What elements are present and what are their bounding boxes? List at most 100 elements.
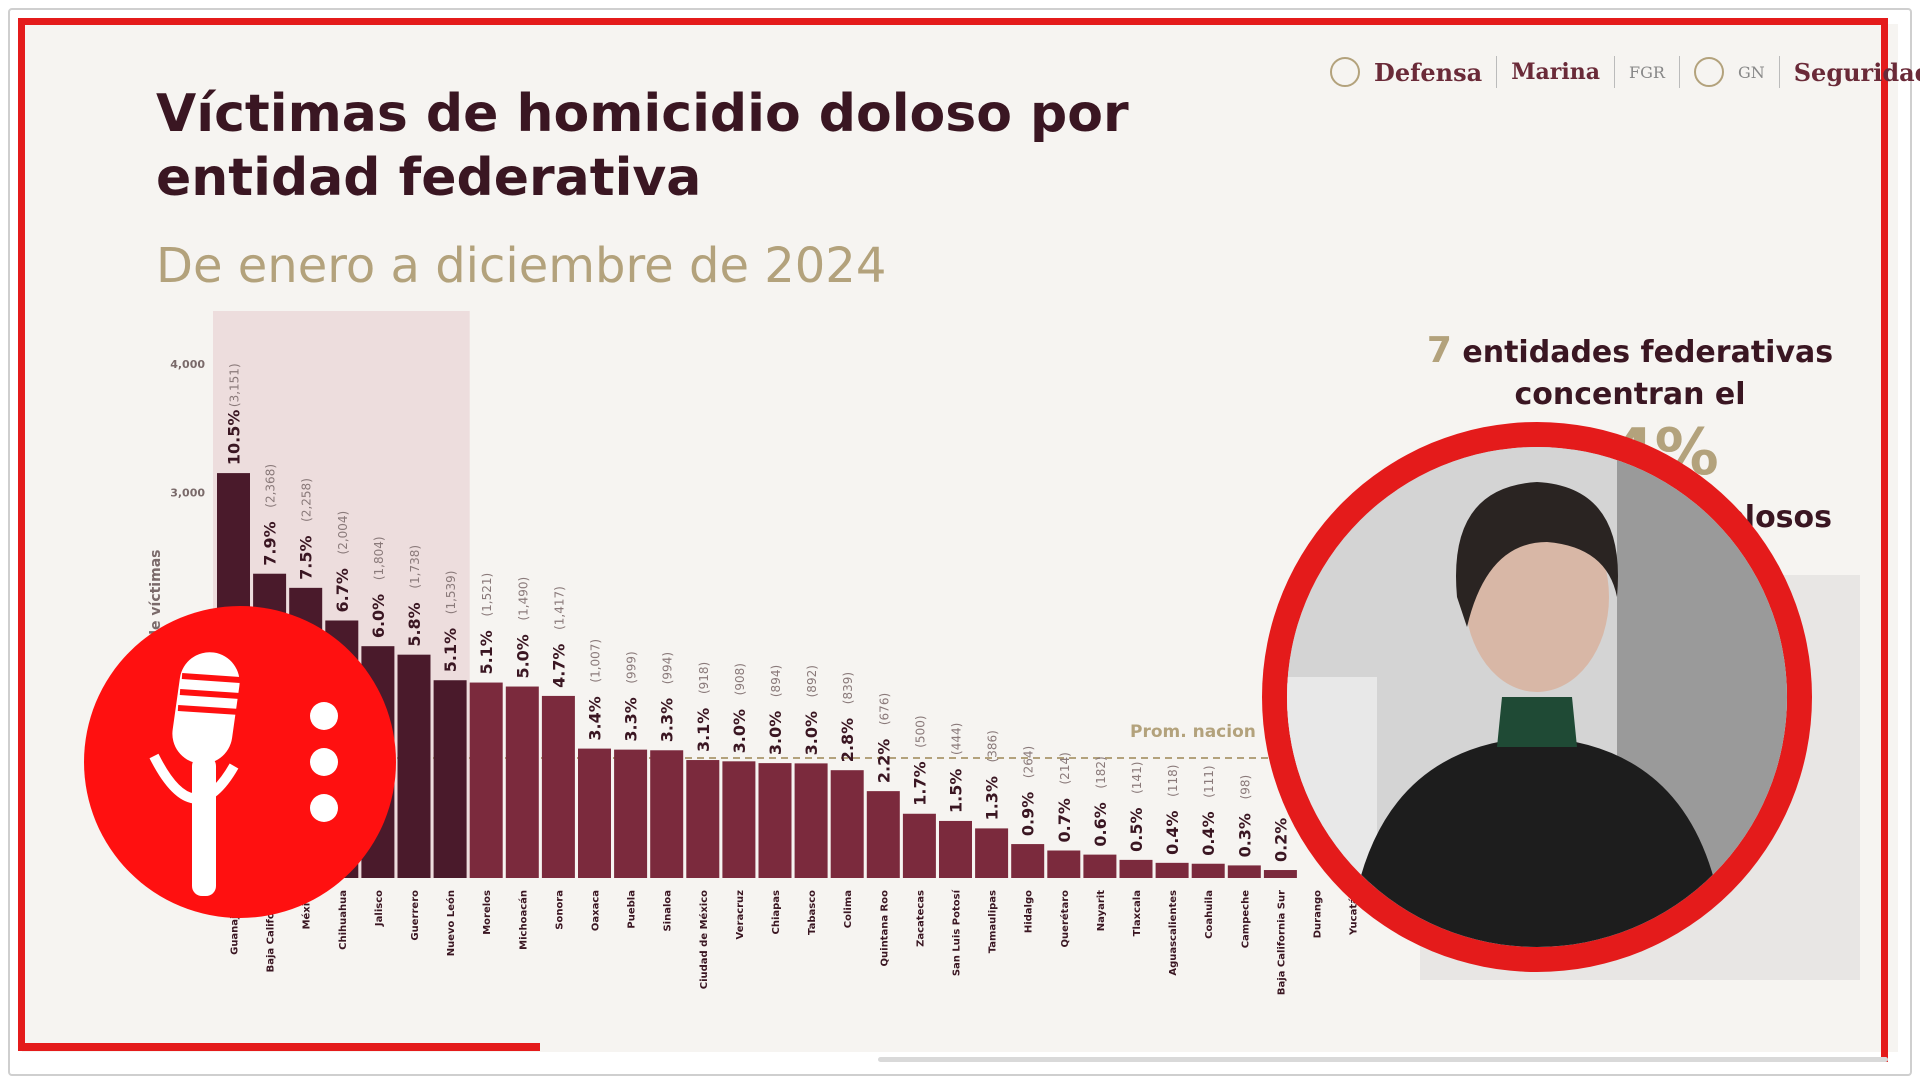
- bar: [758, 763, 792, 878]
- x-category-label: San Luis Potosí: [951, 889, 963, 976]
- bar: [902, 813, 936, 878]
- agency-logos: Defensa Marina FGR GN Seguridad: [1330, 52, 1920, 92]
- bar-count-label: (500): [913, 715, 927, 747]
- bar: [686, 760, 720, 878]
- bar-count-label: (1,417): [552, 586, 566, 630]
- logo-divider: [1496, 56, 1498, 88]
- bar-percent-label: 4.7%: [549, 644, 568, 688]
- y-axis-label: de víctimas: [148, 550, 164, 640]
- x-category-label: Durango: [1313, 890, 1324, 938]
- x-category-label: Nayarit: [1096, 890, 1107, 931]
- bar: [433, 680, 467, 878]
- bar-percent-label: 2.2%: [874, 739, 893, 783]
- bar-percent-label: 1.7%: [910, 761, 929, 805]
- x-category-label: Puebla: [627, 890, 638, 929]
- bar-count-label: (994): [661, 652, 675, 684]
- x-category-label: Nuevo León: [445, 890, 457, 956]
- x-category-label: Tabasco: [807, 890, 818, 935]
- bar-percent-label: 0.6%: [1091, 802, 1110, 846]
- logo-fgr: FGR: [1629, 62, 1665, 82]
- bar-percent-label: 3.3%: [658, 698, 677, 742]
- bar-count-label: (264): [1022, 746, 1036, 778]
- bar-count-label: (214): [1058, 752, 1072, 784]
- bar: [397, 654, 431, 878]
- bar-percent-label: 3.0%: [802, 711, 821, 755]
- bar-percent-label: 0.7%: [1055, 798, 1074, 842]
- bar: [830, 770, 864, 878]
- logo-defensa: Defensa: [1374, 57, 1483, 87]
- x-category-label: Baja California Sur: [1276, 890, 1287, 995]
- bar-percent-label: 2.8%: [838, 718, 857, 762]
- bar-count-label: (182): [1094, 756, 1108, 788]
- logo-divider: [1614, 56, 1615, 88]
- bar: [1119, 859, 1153, 878]
- bar-percent-label: 0.5%: [1127, 808, 1146, 852]
- national-average-label: Prom. nacion: [1130, 722, 1256, 742]
- logo-seguridad: Seguridad: [1793, 57, 1920, 87]
- x-category-label: Sonora: [554, 890, 565, 930]
- progress-bar-track[interactable]: [878, 1057, 1888, 1062]
- logo-marina: Marina: [1511, 59, 1600, 85]
- x-category-label: Chihuahua: [338, 890, 349, 950]
- bar-count-label: (386): [986, 730, 1000, 762]
- bar-count-label: (2,368): [264, 464, 278, 508]
- microphone-icon: [149, 652, 338, 896]
- bar: [1047, 850, 1081, 878]
- slide-title: Víctimas de homicidio doloso por entidad…: [156, 82, 1129, 210]
- slide-title-line2: entidad federativa: [156, 148, 702, 208]
- x-category-label: Jalisco: [374, 890, 385, 927]
- bar: [1155, 862, 1189, 878]
- x-category-label: Tlaxcala: [1132, 890, 1143, 936]
- bar: [794, 763, 828, 878]
- bar-percent-label: 3.0%: [730, 709, 749, 753]
- bar-count-label: (1,521): [480, 573, 494, 617]
- bar-count-label: (676): [877, 693, 891, 725]
- bar-count-label: (999): [625, 651, 639, 683]
- x-category-label: Zacatecas: [915, 890, 926, 947]
- bar-count-label: (1,738): [408, 545, 422, 589]
- logo-divider: [1778, 56, 1780, 88]
- bar-count-label: (1,490): [516, 577, 530, 621]
- bar: [614, 749, 648, 878]
- bar-percent-label: 3.3%: [622, 697, 641, 741]
- bar-count-label: (444): [950, 723, 964, 755]
- bar-count-label: (141): [1130, 762, 1144, 794]
- bar-percent-label: 7.9%: [261, 521, 280, 565]
- x-category-label: Hidalgo: [1024, 890, 1035, 933]
- bar-percent-label: 5.1%: [441, 628, 460, 672]
- frame-border-right: [1881, 18, 1888, 1062]
- x-category-label: Tamaulipas: [988, 890, 999, 953]
- x-category-label: Aguascalientes: [1168, 890, 1179, 976]
- bar-count-label: (839): [841, 672, 855, 704]
- bar-count-label: (1,007): [589, 639, 603, 683]
- progress-bar-fill[interactable]: [18, 1043, 540, 1051]
- bar: [1263, 870, 1297, 878]
- bar: [939, 820, 972, 878]
- x-category-label: Morelos: [482, 890, 493, 935]
- presenter-portrait: [1287, 447, 1787, 947]
- bar-percent-label: 3.4%: [586, 696, 605, 740]
- bar-percent-label: 1.5%: [947, 769, 966, 813]
- y-tick-label: 4,000: [170, 358, 205, 371]
- bar-percent-label: 5.8%: [405, 602, 424, 646]
- summary-line1: entidades federativas: [1462, 335, 1834, 370]
- bar-percent-label: 5.0%: [513, 634, 532, 678]
- x-category-label: Colima: [843, 890, 854, 928]
- bar: [578, 748, 611, 878]
- bar-count-label: (1,804): [372, 536, 386, 580]
- bar-percent-label: 10.5%: [225, 410, 244, 466]
- bar-percent-label: 0.4%: [1199, 811, 1218, 855]
- bar-count-label: (2,004): [336, 511, 350, 555]
- microphone-badge[interactable]: [84, 606, 396, 918]
- summary-count: 7: [1426, 330, 1452, 371]
- bar-percent-label: 1.3%: [983, 776, 1002, 820]
- seal-icon: [1330, 57, 1360, 87]
- frame-border-top: [18, 18, 1888, 25]
- bar: [541, 695, 575, 878]
- bar-count-label: (892): [805, 665, 819, 697]
- bar: [1011, 844, 1045, 878]
- frame-border-left: [18, 18, 25, 1050]
- bar: [975, 828, 1009, 878]
- bar-percent-label: 5.1%: [477, 630, 496, 674]
- bar-percent-label: 0.3%: [1235, 813, 1254, 857]
